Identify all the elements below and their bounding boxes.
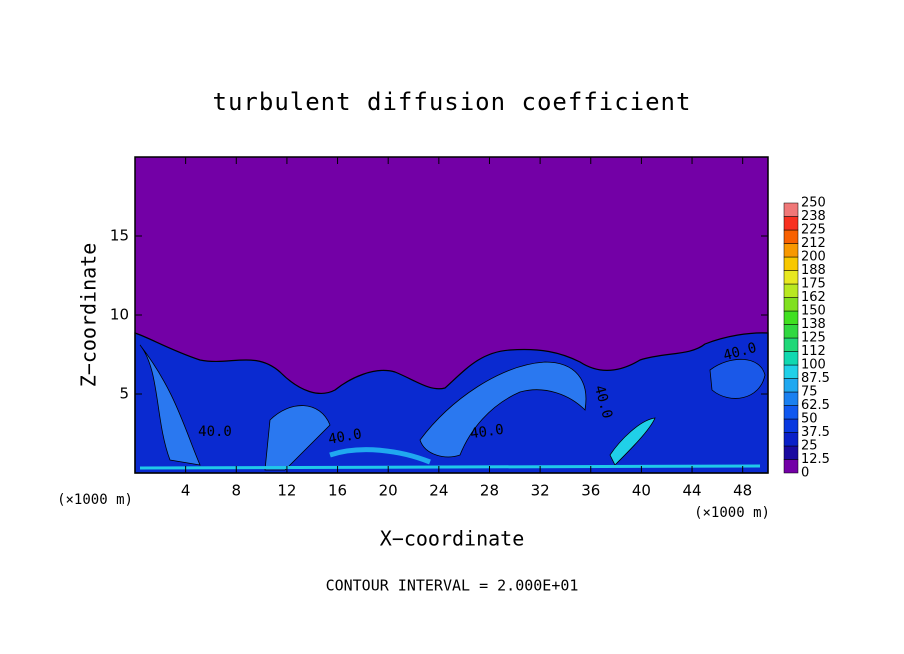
field <box>134 157 769 474</box>
field-blob <box>709 358 766 399</box>
y-tick-label: 10 <box>110 306 129 324</box>
colorbar-label: 62.5 <box>801 398 830 413</box>
colorbar-bin <box>783 351 799 366</box>
field-blob <box>419 361 587 458</box>
footer: CONTOUR INTERVAL = 2.000E+01 <box>326 577 579 595</box>
colorbar-label: 162 <box>801 290 826 305</box>
colorbar-bin <box>783 378 799 393</box>
colorbar-bin <box>783 243 799 258</box>
colorbar-label: 138 <box>801 317 826 332</box>
colorbar-bin <box>783 391 799 406</box>
x-tick-label: 12 <box>277 482 296 500</box>
colorbar-bin <box>783 283 799 298</box>
colorbar-label: 112 <box>801 344 826 359</box>
field-blob <box>264 405 331 471</box>
colorbar-label: 150 <box>801 304 826 319</box>
x-tick-label: 44 <box>682 482 701 500</box>
field-band <box>329 447 431 465</box>
colorbar-bin <box>783 445 799 460</box>
colorbar-bin <box>783 229 799 244</box>
colorbar-bin <box>783 297 799 312</box>
x-axis-label: X−coordinate <box>380 527 525 551</box>
contour-label: 40.0 <box>327 426 363 448</box>
colorbar-bin <box>783 432 799 447</box>
colorbar-bin <box>783 418 799 433</box>
colorbar-bin <box>783 256 799 271</box>
colorbar-bin <box>783 202 799 217</box>
field-blob <box>609 417 656 466</box>
x-tick-label: 28 <box>480 482 499 500</box>
colorbar-label: 225 <box>801 223 826 238</box>
colorbar-bin <box>783 270 799 285</box>
contour-label: 40.0 <box>469 422 505 443</box>
x-tick-label: 8 <box>232 482 242 500</box>
x-tick-label: 24 <box>429 482 448 500</box>
colorbar-label: 12.5 <box>801 452 830 467</box>
x-unit-label: (×1000 m) <box>694 505 770 521</box>
colorbar-label: 37.5 <box>801 425 830 440</box>
field-blob <box>139 344 201 466</box>
x-tick-label: 4 <box>181 482 191 500</box>
colorbar-label: 125 <box>801 331 826 346</box>
colorbar-label: 0 <box>801 466 809 481</box>
x-tick-label: 48 <box>733 482 752 500</box>
x-tick-label: 16 <box>328 482 347 500</box>
x-tick-label: 20 <box>379 482 398 500</box>
colorbar-bin <box>783 459 799 474</box>
colorbar-label: 238 <box>801 209 826 224</box>
y-tick-label: 15 <box>110 227 129 245</box>
colorbar-bin <box>783 337 799 352</box>
colorbar-label: 188 <box>801 263 826 278</box>
colorbar-label: 75 <box>801 385 818 400</box>
colorbar-bin <box>783 216 799 231</box>
colorbar-label: 175 <box>801 277 826 292</box>
y-tick-label: 5 <box>119 385 129 403</box>
colorbar-bin <box>783 405 799 420</box>
colorbar-label: 200 <box>801 250 826 265</box>
colorbar-label: 250 <box>801 196 826 211</box>
colorbar-label: 25 <box>801 439 818 454</box>
colorbar-bin <box>783 310 799 325</box>
x-tick-label: 40 <box>632 482 651 500</box>
x-tick-label: 32 <box>531 482 550 500</box>
colorbar-bin <box>783 364 799 379</box>
colorbar-bin <box>783 324 799 339</box>
colorbar-label: 212 <box>801 236 826 251</box>
field-band <box>139 464 761 470</box>
colorbar-label: 87.5 <box>801 371 830 386</box>
colorbar-label: 100 <box>801 358 826 373</box>
x-tick-label: 36 <box>581 482 600 500</box>
y-unit-label: (×1000 m) <box>57 492 133 508</box>
y-axis-label: Z−coordinate <box>77 243 101 388</box>
chart-title: turbulent diffusion coefficient <box>213 88 692 116</box>
colorbar-label: 50 <box>801 412 818 427</box>
contour-label: 40.0 <box>198 424 232 440</box>
